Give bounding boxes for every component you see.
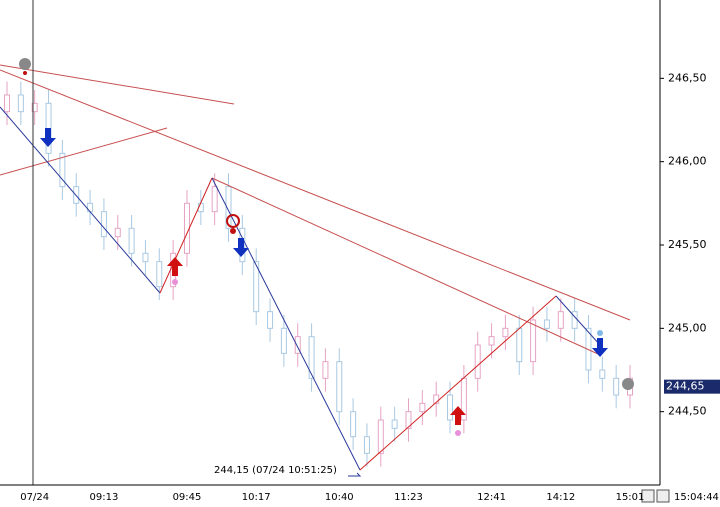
candle-body [294, 336, 301, 354]
x-tick-label: 11:23 [394, 492, 423, 503]
candle-body [350, 411, 357, 438]
candle-body [31, 102, 38, 113]
x-tick-label: 10:17 [242, 492, 271, 503]
x-tick-label: 09:13 [89, 492, 118, 503]
candle-body [391, 419, 398, 429]
candle-body [308, 336, 315, 379]
candle-body [336, 361, 343, 413]
candle-body [128, 227, 135, 254]
candle-body [142, 252, 149, 263]
candle-body [4, 94, 10, 113]
candle-body [100, 211, 107, 238]
candle-body [474, 344, 481, 379]
y-tick-label: 246,00 [668, 155, 707, 168]
candle-body [419, 402, 426, 413]
y-tick-label: 244,50 [668, 405, 707, 418]
x-tick-label: 09:45 [173, 492, 202, 503]
y-tick-label: 245,50 [668, 238, 707, 251]
candle-body [267, 311, 274, 329]
candle-body [114, 227, 121, 238]
zoom-button[interactable] [656, 489, 670, 503]
candles [4, 81, 633, 467]
candle-body [405, 411, 412, 429]
candle-body [17, 94, 24, 113]
x-tick-label: 12:41 [477, 492, 506, 503]
candle-body [557, 311, 564, 329]
candle-body [280, 327, 287, 354]
low-annotation: 244,15 (07/24 10:51:25) [214, 465, 337, 476]
candle-body [530, 319, 537, 363]
x-tick-label: 07/24 [20, 492, 49, 503]
y-tick-label: 246,50 [668, 71, 707, 84]
toolbar[interactable] [641, 489, 670, 503]
candle-body [447, 394, 454, 421]
candle-body [433, 394, 440, 404]
x-tick-label: 14:12 [546, 492, 575, 503]
candle-body [377, 419, 384, 454]
candle-body [253, 261, 260, 313]
candle-body [322, 361, 329, 379]
y-tick-label: 245,00 [668, 321, 707, 334]
tool-button[interactable] [641, 489, 655, 503]
annotation-pointer [348, 472, 362, 477]
last-price-label: 244,65 [666, 380, 705, 393]
candle-body [488, 336, 495, 346]
signal-arrows [19, 58, 634, 436]
candle-body [516, 327, 523, 363]
trend-lines [0, 0, 631, 485]
candle-body [225, 186, 232, 229]
candle-body [502, 327, 509, 338]
clock: 15:04:44 [674, 492, 719, 503]
candle-body [613, 377, 620, 396]
x-tick-label: 15:01 [616, 492, 645, 503]
candle-body [156, 261, 163, 288]
candle-body [599, 369, 606, 379]
x-tick-label: 10:40 [325, 492, 354, 503]
candle-body [363, 436, 370, 454]
candle-body [59, 152, 66, 188]
candle-body [543, 319, 550, 329]
candle-body [211, 186, 218, 213]
last-price-box [664, 379, 720, 394]
